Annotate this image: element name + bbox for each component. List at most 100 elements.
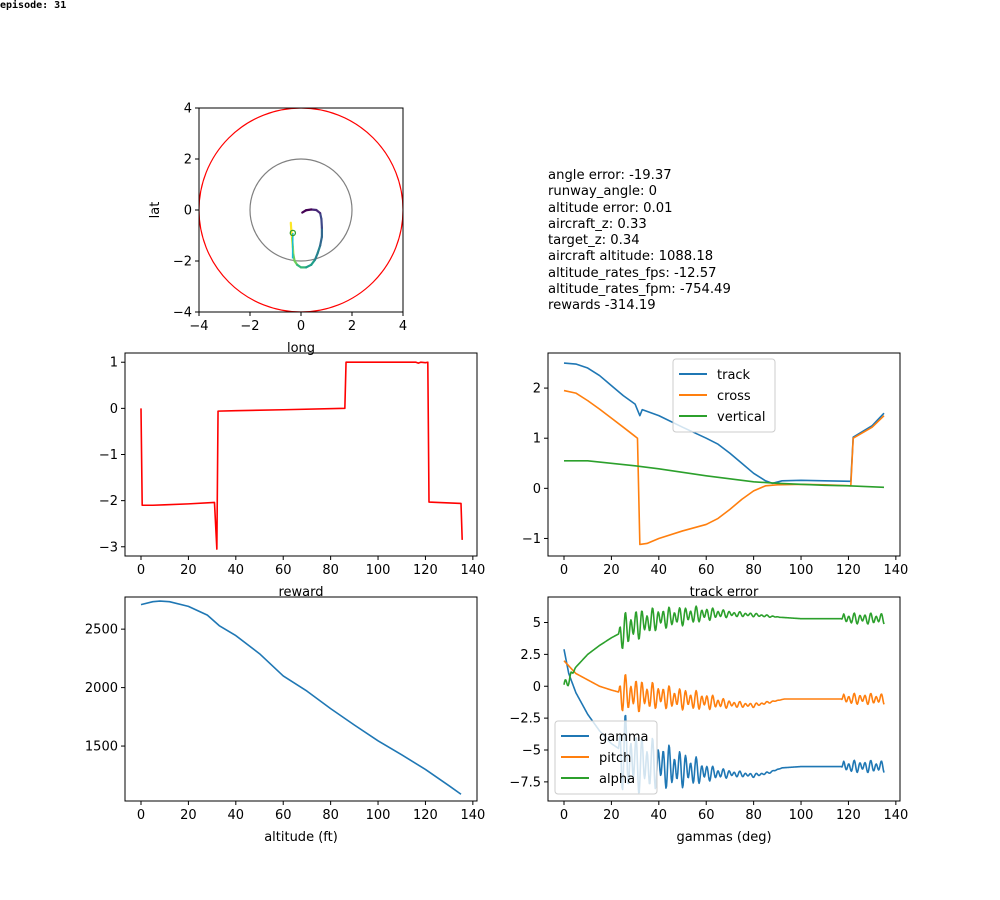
y-tick-label: 1 [110,356,118,371]
x-tick-label: 0 [297,319,305,334]
info-altitude-error: altitude error: 0.01 [548,200,673,216]
x-axis-label: reward [278,585,323,600]
x-tick-label: 40 [651,808,668,823]
x-tick-label: 80 [745,563,762,578]
x-tick-label: 100 [366,563,391,578]
info-altitude-rates-fpm: altitude_rates_fpm: -754.49 [548,282,731,298]
x-tick-label: 40 [228,563,245,578]
x-tick-label: 100 [789,808,814,823]
plot-area-map [199,108,403,312]
legend-box [672,358,776,433]
x-tick-label: 0 [560,563,568,578]
range-circle-1 [249,158,353,262]
x-tick-label: 60 [275,808,292,823]
x-tick-label: 80 [745,808,762,823]
legend-label-vertical: vertical [717,410,765,425]
chart-gammas: 0 20 40 60 80 100 120 140 −7.5 −5 −2.5 0 2.5 5 gammas … [509,596,908,845]
x-tick-label: 140 [883,563,908,578]
x-tick-label: 100 [789,563,814,578]
axes-frame-gammas [547,596,901,802]
x-tick-label: 120 [836,563,861,578]
axes-frame-map [198,107,404,313]
y-tick-label: −2.5 [509,712,541,727]
x-tick-label: 20 [603,808,620,823]
x-tick-label: 20 [180,563,197,578]
y-tick-label: −1 [522,532,541,547]
legend-gammas: gamma pitch alpha [554,720,658,795]
x-axis-label: track error [690,585,759,600]
legend-track: track cross vertical [672,358,776,433]
x-tick-label: −4 [189,319,208,334]
y-tick-label: −3 [99,540,118,555]
y-tick-label: 2.5 [520,648,541,663]
y-tick-label: 0 [533,680,541,695]
aircraft-marker [289,229,297,237]
y-tick-label: −2 [99,494,118,509]
x-tick-label: 120 [413,563,438,578]
x-tick-label: 40 [651,563,668,578]
y-tick-label: 1 [533,432,541,447]
x-tick-label: 140 [460,563,485,578]
x-axis-label: long [287,341,315,356]
trajectory-segment [320,217,324,229]
info-runway-angle: runway_angle: 0 [548,184,658,200]
info-aircraft-z: aircraft_z: 0.33 [548,216,647,232]
y-tick-label: 2 [533,382,541,397]
info-target-z: target_z: 0.34 [548,233,640,249]
info-angle-error: angle error: -19.37 [548,168,672,183]
y-tick-label: 2000 [85,681,118,696]
x-tick-label: 60 [698,563,715,578]
info-panel: angle error: -19.37 runway_angle: 0 alti… [548,168,731,315]
series-line-alpha [563,605,885,687]
series-line-track [563,362,885,485]
chart-track: 0 20 40 60 80 100 120 140 −1 0 1 2 track error track c… [522,352,908,600]
y-tick-label: −1 [99,448,118,463]
legend-box [554,720,658,795]
y-tick-label: 0 [110,402,118,417]
chart-altitude: 0 20 40 60 80 100 120 140 1500 2000 2500 altitude (… [85,596,485,845]
trajectory-segment [313,252,319,261]
y-tick-label: 1500 [85,740,118,755]
legend-label-alpha: alpha [599,772,635,787]
y-tick-label: −7.5 [509,775,541,790]
x-tick-label: 80 [322,808,339,823]
y-tick-label: 4 [184,102,192,117]
plot-area-track [563,362,885,546]
x-tick-label: 0 [137,808,145,823]
y-tick-label: −4 [173,306,192,321]
x-tick-label: 60 [698,808,715,823]
x-tick-label: 2 [348,319,356,334]
info-aircraft-altitude: aircraft altitude: 1088.18 [548,249,714,265]
x-tick-label: 120 [836,808,861,823]
trajectory-segment [289,221,293,232]
x-tick-label: 4 [399,319,407,334]
trajectory-segment [290,229,294,240]
axes-frame-track [547,352,901,557]
y-tick-label: 0 [184,204,192,219]
x-tick-label: 40 [228,808,245,823]
x-tick-label: 0 [137,563,145,578]
y-tick-label: −2 [173,255,192,270]
x-tick-label: 60 [275,563,292,578]
x-tick-label: 80 [322,563,339,578]
y-axis-label: lat [148,202,163,219]
x-tick-label: 0 [560,808,568,823]
x-tick-label: 120 [413,808,438,823]
x-tick-label: 140 [883,808,908,823]
series-line-reward [140,361,463,550]
range-circle-0 [199,108,403,312]
y-tick-label: 2500 [85,623,118,638]
legend-label-cross: cross [717,389,751,404]
y-tick-label: 2 [184,153,192,168]
x-tick-label: 140 [460,808,485,823]
x-tick-label: 100 [366,808,391,823]
y-tick-label: 5 [533,616,541,631]
series-line-pitch [563,660,885,713]
series-line-altitude [140,600,462,795]
trajectory-segment [319,235,324,247]
trajectory-segment [316,244,322,255]
episode-label: episode: 31 [0,0,67,11]
trajectory-segment [301,209,308,214]
info-rewards: rewards -314.19 [548,298,656,314]
